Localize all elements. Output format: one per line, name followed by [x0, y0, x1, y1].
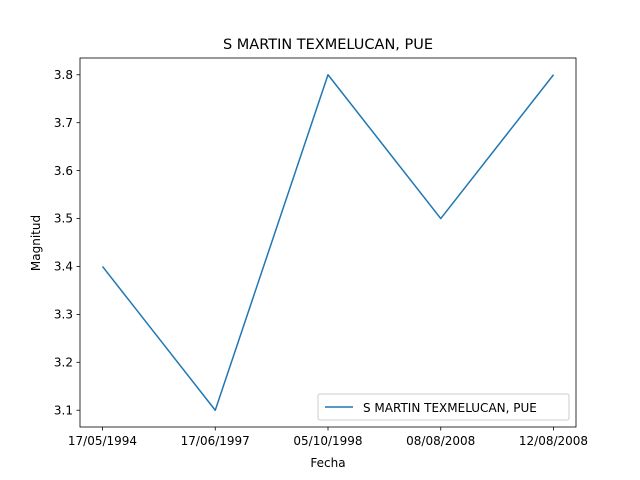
x-tick-label: 05/10/1998: [293, 434, 362, 448]
x-tick-label: 17/05/1994: [68, 434, 137, 448]
y-tick-label: 3.5: [54, 212, 73, 226]
y-tick-label: 3.7: [54, 116, 73, 130]
y-tick-label: 3.4: [54, 260, 73, 274]
legend: S MARTIN TEXMELUCAN, PUE: [317, 393, 570, 421]
y-tick-label: 3.8: [54, 68, 73, 82]
y-tick-label: 3.6: [54, 164, 73, 178]
plot-area: 17/05/1994 17/06/1997 05/10/1998 08/08/2008…: [54, 68, 588, 448]
x-tick-label: 12/08/2008: [519, 434, 588, 448]
x-tick-label: 08/08/2008: [406, 434, 475, 448]
legend-box: [317, 393, 570, 421]
y-axis-label: Magnitud: [29, 215, 43, 271]
x-tick-label: 17/06/1997: [181, 434, 250, 448]
chart-title: S MARTIN TEXMELUCAN, PUE: [223, 37, 433, 53]
x-axis-label: Fecha: [310, 456, 345, 470]
y-tick-label: 3.1: [54, 403, 73, 417]
y-tick-label: 3.3: [54, 308, 73, 322]
y-tick-label: 3.2: [54, 356, 73, 370]
plot-frame: [79, 57, 577, 428]
legend-label: S MARTIN TEXMELUCAN, PUE: [363, 401, 537, 415]
series-line: [101, 74, 555, 411]
